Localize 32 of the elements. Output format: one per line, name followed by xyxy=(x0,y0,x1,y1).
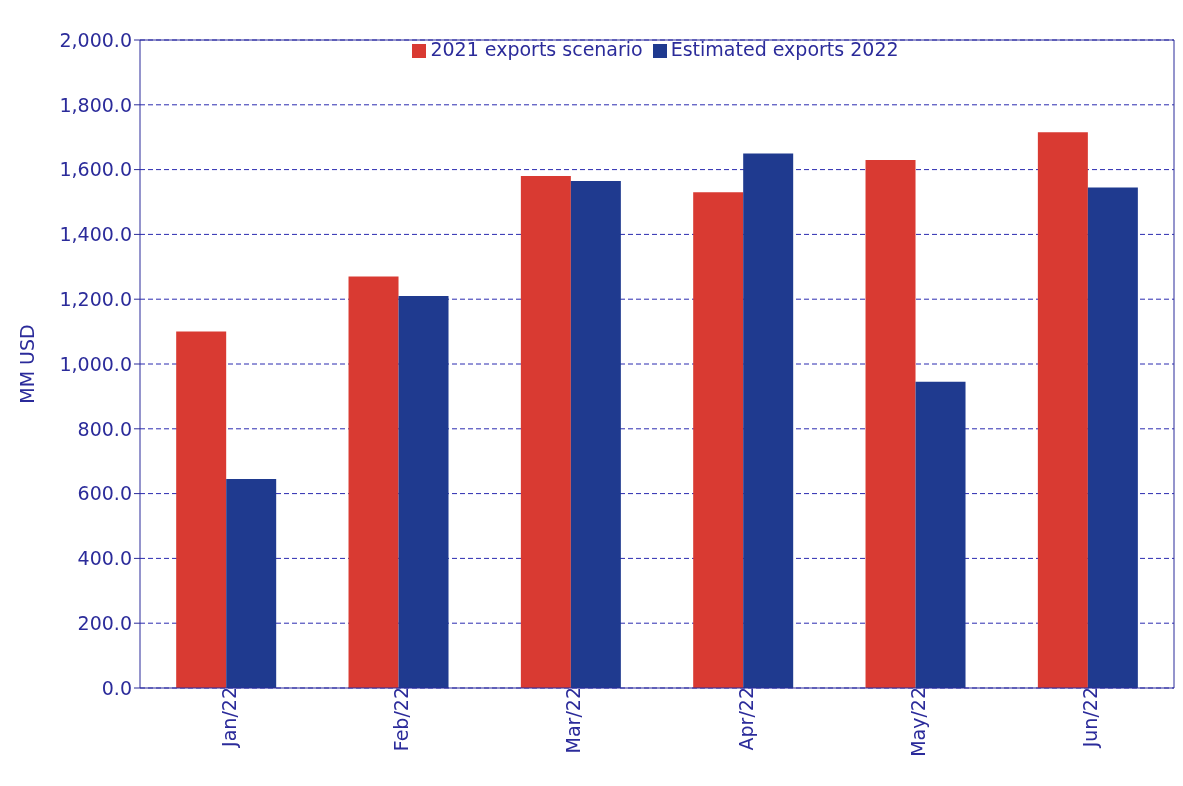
bar xyxy=(1037,132,1088,688)
x-tick-label: Mar/22 xyxy=(562,687,585,754)
x-tick-label: May/22 xyxy=(906,687,929,757)
bar xyxy=(520,176,571,688)
y-tick-label: 600.0 xyxy=(77,482,132,505)
y-tick-label: 0.0 xyxy=(101,676,132,699)
x-tick-label: Jun/22 xyxy=(1079,687,1102,749)
bar xyxy=(570,180,621,688)
y-tick-label: 1,000.0 xyxy=(59,352,132,375)
y-tick-label: 1,400.0 xyxy=(59,223,132,246)
y-tick-label: 200.0 xyxy=(77,611,132,634)
x-tick-label: Apr/22 xyxy=(734,687,757,751)
bar xyxy=(398,295,449,688)
legend-label: 2021 exports scenario xyxy=(430,38,643,60)
bar xyxy=(226,479,277,688)
bar xyxy=(176,331,227,688)
bar xyxy=(693,192,744,688)
bar xyxy=(865,159,916,688)
y-tick-label: 800.0 xyxy=(77,417,132,440)
bar xyxy=(743,153,794,688)
y-tick-label: 2,000.0 xyxy=(59,28,132,51)
legend-label: Estimated exports 2022 xyxy=(670,38,899,60)
bar xyxy=(915,381,966,688)
y-tick-label: 1,600.0 xyxy=(59,158,132,181)
bar xyxy=(348,276,399,688)
bar xyxy=(1087,187,1138,688)
x-tick-label: Jan/22 xyxy=(217,687,240,748)
y-tick-label: 1,800.0 xyxy=(59,93,132,116)
y-axis-title: MM USD xyxy=(15,324,38,404)
y-tick-label: 400.0 xyxy=(77,547,132,570)
x-tick-label: Feb/22 xyxy=(389,687,412,752)
y-tick-label: 1,200.0 xyxy=(59,287,132,310)
